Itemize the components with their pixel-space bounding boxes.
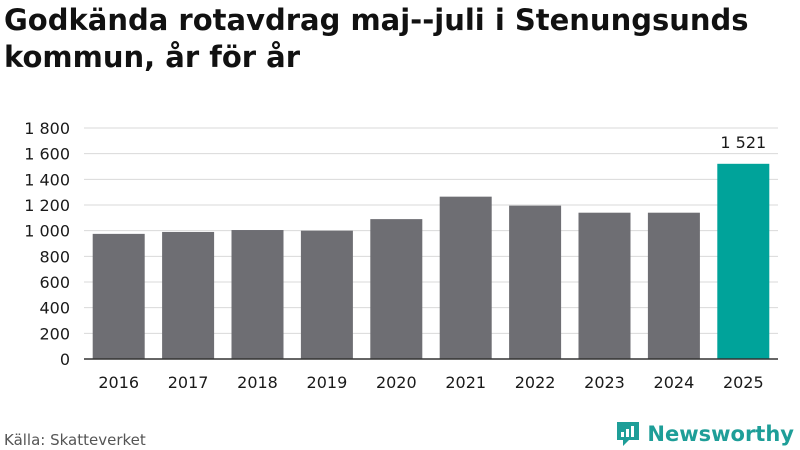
x-tick-label: 2021 [445,373,486,392]
x-tick-label: 2024 [654,373,695,392]
data-label: 1 521 [720,133,766,152]
x-tick-label: 2019 [307,373,348,392]
y-tick-label: 1 800 [24,119,70,138]
bar-2020 [370,219,423,359]
y-tick-label: 200 [39,324,70,343]
bar-2017 [162,231,215,359]
brand-logo: Newsworthy [615,420,794,448]
bar-2025 [717,163,770,359]
brand-name: Newsworthy [647,422,794,446]
x-tick-label: 2017 [168,373,209,392]
bars [92,163,770,359]
y-tick-label: 400 [39,299,70,318]
y-tick-label: 1 200 [24,196,70,215]
bar-2018 [231,230,284,359]
bar-2019 [300,230,353,359]
y-tick-label: 800 [39,247,70,266]
y-tick-label: 0 [60,350,70,369]
source-note: Källa: Skatteverket [4,431,146,449]
y-tick-label: 1 000 [24,222,70,241]
y-tick-label: 1 600 [24,145,70,164]
y-tick-label: 600 [39,273,70,292]
bar-2022 [509,205,562,359]
x-tick-label: 2016 [98,373,139,392]
y-tick-label: 1 400 [24,170,70,189]
newsworthy-logo-icon [617,422,640,446]
x-axis-ticks: 2016 2017 2018 2019 2020 2021 2022 2023 2024 2025 [98,373,763,392]
bar-chart: 0 200 400 600 800 1 000 1 200 1 400 1 600 1 800 1… [24,119,778,392]
x-tick-label: 2022 [515,373,556,392]
bar-2024 [647,212,700,359]
y-axis-ticks: 0 200 400 600 800 1 000 1 200 1 400 1 600 1 800 [24,119,70,369]
data-labels: 1 521 [720,133,766,152]
x-tick-label: 2025 [723,373,764,392]
bar-2016 [92,233,145,359]
x-tick-label: 2018 [237,373,278,392]
bar-2023 [578,212,631,359]
x-tick-label: 2023 [584,373,625,392]
bar-2021 [439,196,492,359]
chart-title: Godkända rotavdrag maj--juli i Stenungsu… [4,3,749,74]
x-tick-label: 2020 [376,373,417,392]
